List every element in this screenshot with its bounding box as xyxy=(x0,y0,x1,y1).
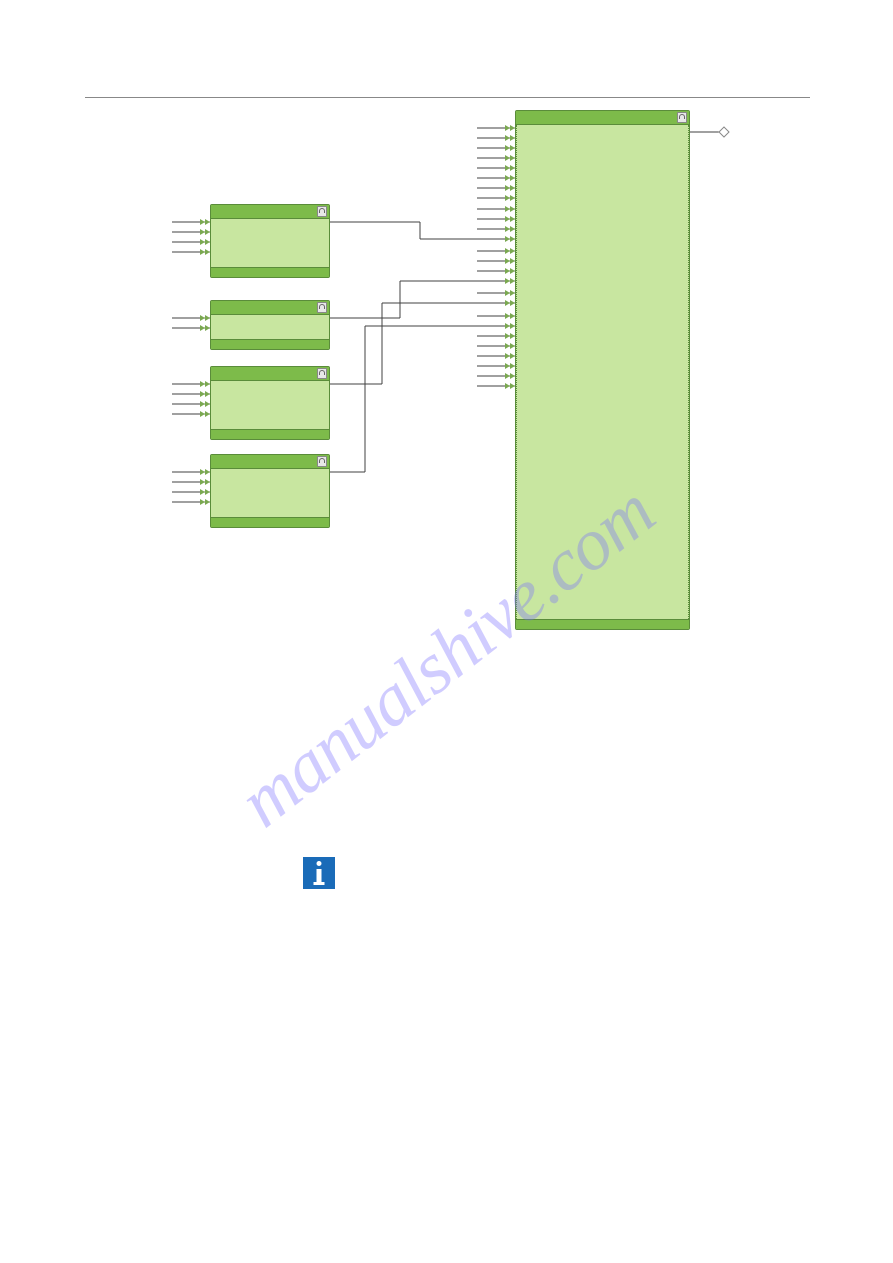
block-footer xyxy=(211,339,329,349)
block-header xyxy=(211,301,329,315)
lock-icon xyxy=(317,302,327,313)
block-header xyxy=(211,205,329,219)
block-header xyxy=(211,455,329,469)
block-header xyxy=(516,111,689,125)
block-footer xyxy=(516,619,689,629)
function-block-main xyxy=(515,110,690,630)
function-block-2 xyxy=(210,300,330,350)
function-block-1 xyxy=(210,204,330,278)
block-body xyxy=(211,315,329,339)
lock-icon xyxy=(677,112,687,123)
block-body xyxy=(211,381,329,429)
block-body xyxy=(516,125,689,619)
diagram-wires xyxy=(0,0,893,1263)
block-body xyxy=(211,219,329,267)
page: manualshive.com xyxy=(0,0,893,1263)
lock-icon xyxy=(317,206,327,217)
block-footer xyxy=(211,517,329,527)
function-block-3 xyxy=(210,366,330,440)
block-header xyxy=(211,367,329,381)
block-footer xyxy=(211,267,329,277)
lock-icon xyxy=(317,368,327,379)
block-footer xyxy=(211,429,329,439)
function-block-4 xyxy=(210,454,330,528)
header-rule xyxy=(85,97,810,98)
block-body xyxy=(211,469,329,517)
info-icon xyxy=(303,857,335,889)
lock-icon xyxy=(317,456,327,467)
